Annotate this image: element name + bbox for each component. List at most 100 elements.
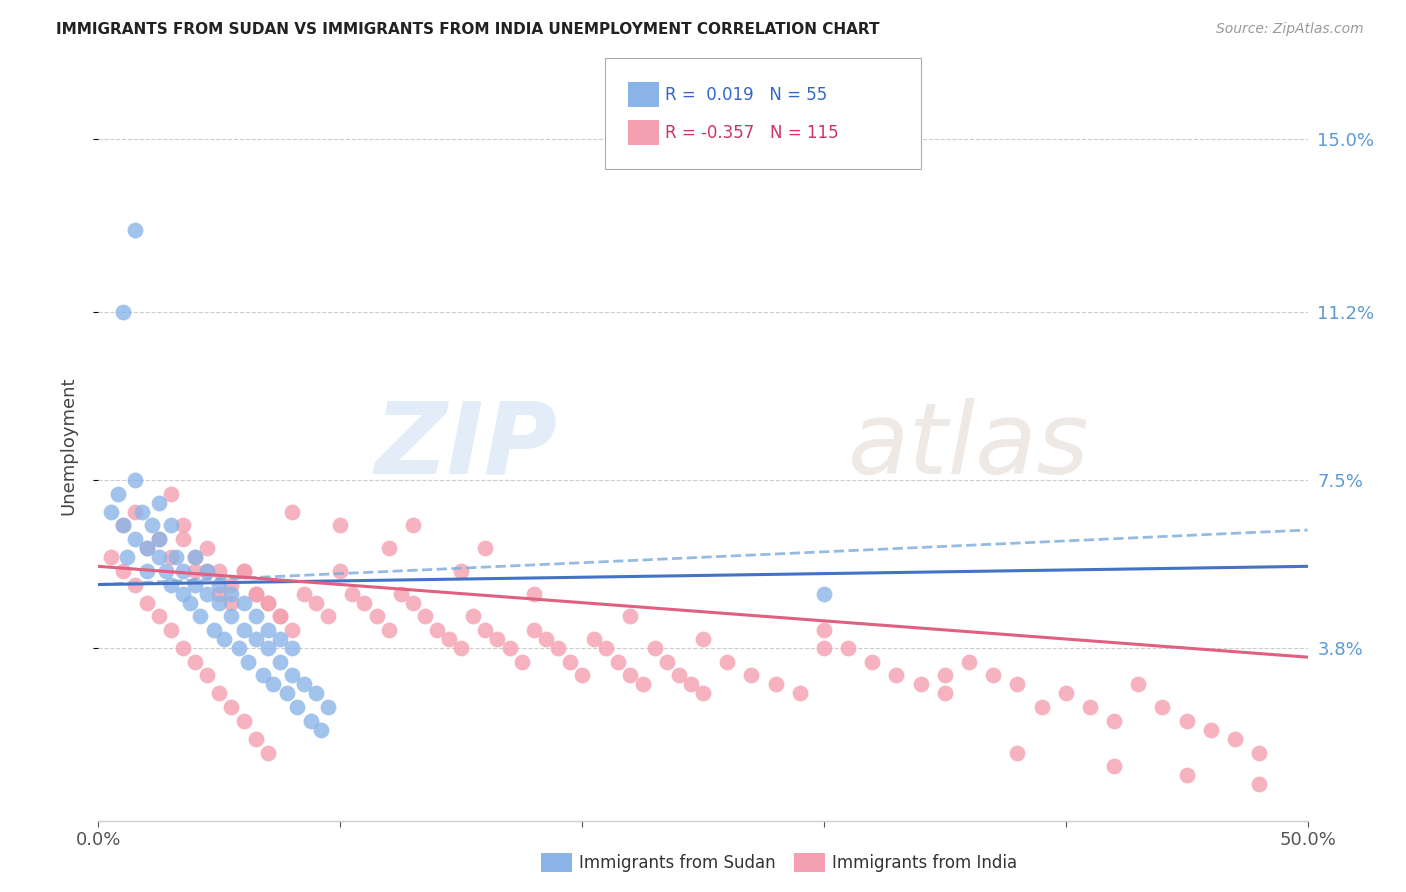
Point: [111, 518, 134, 533]
Point: [679, 677, 702, 691]
Point: [148, 609, 170, 624]
Point: [232, 596, 254, 610]
Point: [135, 541, 157, 556]
Point: [644, 641, 666, 656]
Point: [281, 505, 304, 519]
Point: [1128, 677, 1150, 691]
Point: [245, 586, 267, 600]
Point: [256, 596, 278, 610]
Point: [692, 632, 714, 646]
Point: [595, 641, 617, 656]
Point: [523, 586, 546, 600]
Point: [221, 700, 243, 714]
Point: [450, 564, 472, 578]
Point: [172, 586, 194, 600]
Point: [135, 541, 157, 556]
Point: [221, 609, 243, 624]
Point: [389, 586, 412, 600]
Point: [269, 655, 291, 669]
Point: [172, 532, 194, 546]
Point: [100, 550, 122, 565]
Point: [195, 564, 218, 578]
Point: [860, 655, 883, 669]
Point: [813, 623, 835, 637]
Point: [402, 518, 425, 533]
Point: [813, 641, 835, 656]
Text: Immigrants from Sudan: Immigrants from Sudan: [579, 854, 776, 871]
Point: [165, 550, 187, 565]
Point: [789, 686, 811, 700]
Point: [534, 632, 557, 646]
Point: [281, 668, 304, 682]
Text: Immigrants from India: Immigrants from India: [832, 854, 1018, 871]
Point: [1007, 677, 1029, 691]
Text: R =  0.019   N = 55: R = 0.019 N = 55: [665, 86, 827, 103]
Point: [813, 586, 835, 600]
Point: [208, 686, 231, 700]
Point: [124, 505, 146, 519]
Point: [1175, 714, 1198, 728]
Point: [886, 668, 908, 682]
Point: [100, 505, 122, 519]
Point: [292, 677, 315, 691]
Point: [934, 686, 956, 700]
Point: [1152, 700, 1174, 714]
Point: [474, 623, 496, 637]
Point: [111, 518, 134, 533]
Point: [934, 668, 956, 682]
Point: [426, 623, 449, 637]
Point: [366, 609, 388, 624]
Point: [1223, 731, 1246, 746]
Point: [1007, 746, 1029, 760]
Point: [195, 668, 218, 682]
Text: R = -0.357   N = 115: R = -0.357 N = 115: [665, 124, 838, 142]
Point: [269, 632, 291, 646]
Point: [571, 668, 593, 682]
Point: [221, 577, 243, 591]
Point: [232, 623, 254, 637]
Point: [228, 641, 250, 656]
Point: [179, 596, 201, 610]
Point: [135, 564, 157, 578]
Point: [510, 655, 533, 669]
Point: [208, 586, 231, 600]
Point: [221, 596, 243, 610]
Point: [957, 655, 980, 669]
Point: [1175, 768, 1198, 782]
Point: [1078, 700, 1101, 714]
Point: [547, 641, 569, 656]
Point: [124, 577, 146, 591]
Point: [583, 632, 606, 646]
Point: [195, 586, 218, 600]
Point: [172, 564, 194, 578]
Point: [232, 564, 254, 578]
Point: [1249, 777, 1271, 791]
Point: [256, 641, 278, 656]
Point: [160, 550, 183, 565]
Point: [299, 714, 322, 728]
Point: [184, 655, 207, 669]
Point: [413, 609, 436, 624]
Point: [155, 564, 177, 578]
Point: [195, 564, 218, 578]
Point: [619, 668, 641, 682]
Y-axis label: Unemployment: Unemployment: [59, 376, 77, 516]
Text: ZIP: ZIP: [375, 398, 558, 494]
Point: [124, 223, 146, 237]
Point: [256, 596, 278, 610]
Point: [131, 505, 153, 519]
Point: [523, 623, 546, 637]
Text: atlas: atlas: [848, 398, 1090, 494]
Point: [692, 686, 714, 700]
Point: [305, 596, 328, 610]
Point: [232, 564, 254, 578]
Point: [111, 564, 134, 578]
Point: [208, 564, 231, 578]
Point: [160, 623, 183, 637]
Point: [269, 609, 291, 624]
Point: [256, 746, 278, 760]
Point: [619, 609, 641, 624]
Point: [1102, 759, 1125, 773]
Text: Source: ZipAtlas.com: Source: ZipAtlas.com: [1216, 22, 1364, 37]
Point: [124, 473, 146, 487]
